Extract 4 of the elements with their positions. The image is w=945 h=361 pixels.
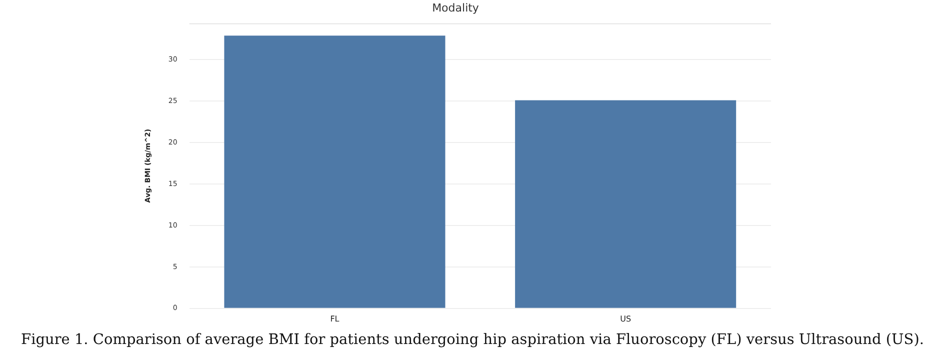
x-tick-label: FL	[330, 314, 340, 324]
x-tick-label: US	[620, 314, 632, 324]
caption: Figure 1. Comparison of average BMI for patients undergoing hip aspiration via Fluoroscopy (FL) versus Ultrasound (US).	[20, 332, 925, 348]
chart-title: Modality	[432, 1, 480, 14]
